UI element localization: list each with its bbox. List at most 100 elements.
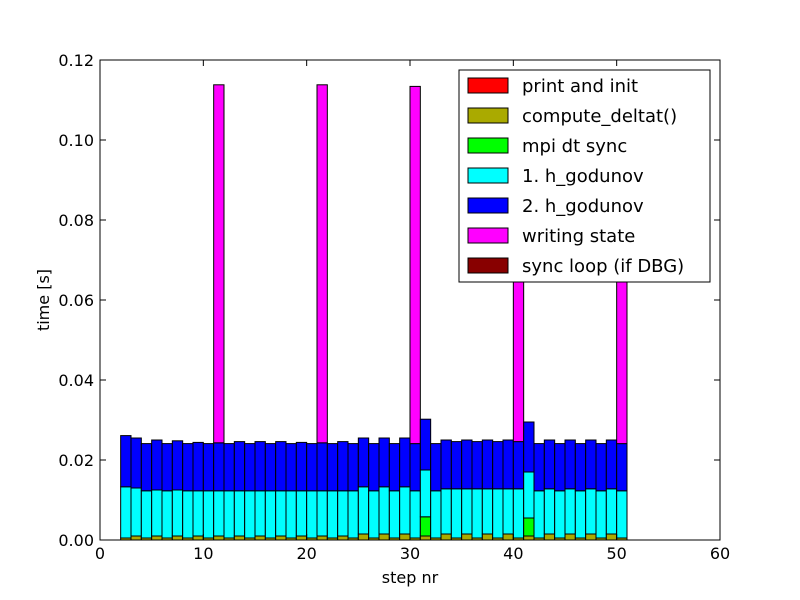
bar-segment-4-28 [409,443,421,492]
x-tick-label: 40 [503,544,523,563]
bar-segment-1-47 [605,533,618,541]
bar-segment-3-15 [275,490,287,537]
legend-entry: 2. h_godunov [522,196,644,217]
bar-segment-3-19 [316,490,328,537]
legend-entry: writing state [522,226,635,247]
bar-segment-3-3 [151,489,163,537]
bar-segment-3-46 [595,490,607,539]
bar-segment-4-34 [471,441,483,490]
bar-segment-4-48 [616,443,628,492]
legend-entry: compute_deltat() [522,106,677,127]
bar-segment-3-30 [430,490,442,539]
bar-segment-4-24 [368,443,380,492]
bar-segment-4-32 [450,441,463,490]
bar-segment-4-36 [492,441,504,490]
bar-segment-3-41 [543,488,556,535]
bar-segment-4-14 [264,443,277,492]
bar-segment-3-5 [171,489,184,537]
bar-segment-3-39 [523,471,535,519]
bar-segment-4-4 [161,443,173,492]
bars-layer [120,83,628,541]
bar-segment-4-9 [213,442,225,492]
bar-segment-3-6 [182,490,194,539]
bar-segment-4-22 [347,443,359,492]
bar-segment-4-29 [419,418,432,471]
bar-segment-4-42 [554,443,566,492]
bar-segment-1-19 [316,535,328,541]
bar-segment-3-21 [337,490,349,537]
bar-segment-1-1 [130,535,142,541]
bar-segment-3-16 [285,490,297,539]
bar-segment-2-39 [523,517,535,537]
x-tick-label: 10 [193,544,213,563]
x-tick-label: 0 [95,544,105,563]
legend-swatch [467,137,509,154]
y-tick-label: 0.06 [58,291,94,310]
legend-entry: print and init [522,76,638,97]
y-tick-label: 0.12 [58,51,94,70]
bar-segment-1-45 [585,533,597,541]
bar-segment-1-13 [254,535,266,541]
bar-segment-3-27 [399,486,411,535]
bar-segment-3-36 [492,488,504,539]
legend-swatch [467,197,509,214]
bar-segment-3-44 [574,490,587,539]
bar-segment-4-6 [182,443,194,492]
bar-segment-3-10 [223,490,235,539]
bar-segment-3-29 [419,469,432,518]
bar-segment-4-30 [430,443,442,492]
bar-segment-4-17 [295,441,308,492]
bar-segment-4-33 [461,439,473,490]
bar-segment-3-48 [616,490,628,539]
legend-entry: sync loop (if DBG) [522,256,684,277]
bar-segment-3-0 [120,486,132,539]
bar-segment-4-31 [440,439,452,490]
bar-segment-4-39 [523,421,535,473]
x-axis-label: step nr [382,568,439,587]
bar-segment-1-27 [399,533,411,541]
bar-segment-3-23 [357,486,370,535]
bar-segment-5-19 [316,84,328,444]
y-tick-label: 0.08 [58,211,94,230]
bar-segment-4-15 [275,441,287,492]
bar-segment-1-3 [151,535,163,541]
bar-segment-4-37 [502,439,514,490]
y-tick-label: 0.04 [58,371,94,390]
x-tick-label: 50 [606,544,626,563]
bar-segment-4-38 [512,441,525,490]
bar-segment-5-28 [409,85,421,445]
bar-segment-4-40 [533,443,545,492]
bar-segment-1-5 [171,535,184,541]
bar-segment-3-35 [481,488,494,535]
bar-segment-5-9 [213,84,225,444]
bar-segment-1-43 [564,533,576,541]
legend-swatch [467,257,509,274]
bar-segment-3-18 [306,490,318,539]
bar-segment-4-45 [585,439,597,490]
bar-segment-3-17 [295,490,308,537]
y-tick-label: 0.10 [58,131,94,150]
bar-segment-3-33 [461,488,473,535]
bar-segment-4-43 [564,439,576,490]
bar-segment-1-35 [481,533,494,541]
bar-segment-4-18 [306,443,318,492]
legend-entry: mpi dt sync [522,136,627,157]
bar-segment-4-20 [326,443,339,492]
bar-segment-3-31 [440,488,452,535]
bar-segment-1-23 [357,533,370,541]
bar-segment-3-26 [388,490,401,539]
bar-segment-1-7 [192,535,204,541]
x-tick-label: 60 [710,544,730,563]
bar-segment-3-12 [244,490,256,539]
bar-segment-3-32 [450,488,463,539]
bar-segment-4-10 [223,443,235,492]
legend-entry: 1. h_godunov [522,166,644,187]
bar-segment-4-26 [388,443,401,492]
bar-segment-3-14 [264,490,277,539]
bar-segment-3-2 [140,490,153,539]
bar-segment-3-28 [409,490,421,539]
bar-segment-3-38 [512,488,525,539]
bar-segment-3-42 [554,490,566,539]
